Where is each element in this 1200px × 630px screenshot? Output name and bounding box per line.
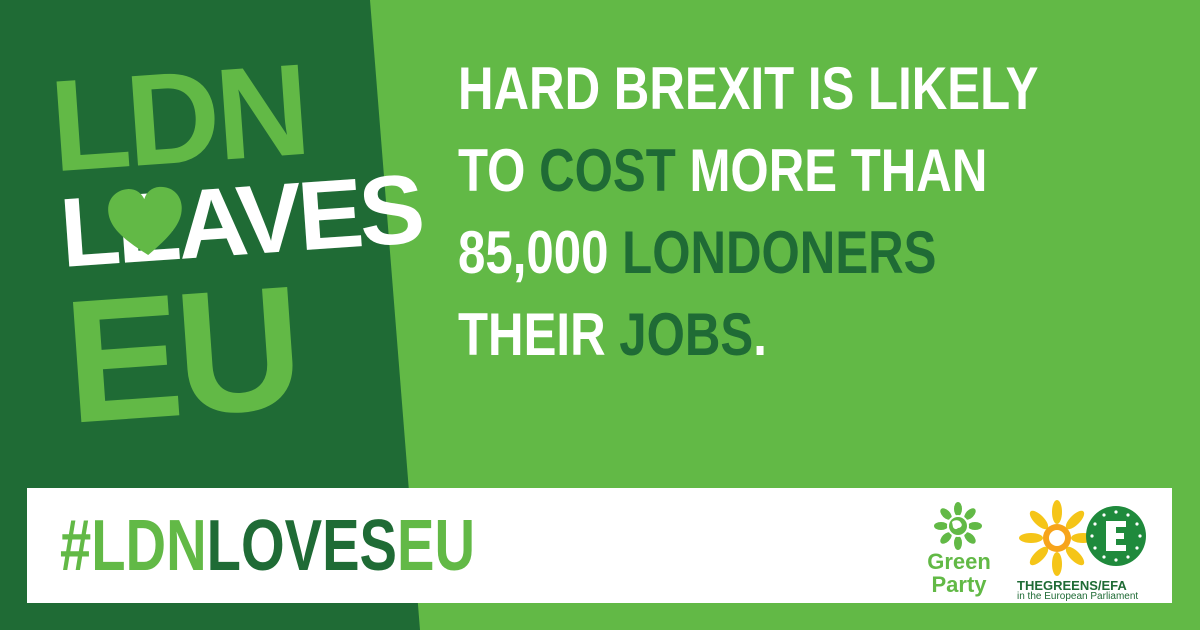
greens-efa-name: THEGREENS/EFA: [1017, 578, 1127, 593]
greens-efa-subtitle: in the European Parliament: [1017, 591, 1139, 602]
headline-line-1: HARD BREXIT IS LIKELY: [458, 48, 1038, 130]
greens-efa-logo: THEGREENS/EFA in the European Parliament: [1012, 498, 1167, 602]
heart-icon: [108, 186, 182, 256]
sunflower-stars-icon: [1019, 500, 1146, 576]
green-party-line-2: Party: [931, 572, 987, 597]
headline-text: TO: [458, 137, 540, 204]
headline-highlight-cost: COST: [539, 137, 676, 204]
hashtag: #LDNLOVESEU: [60, 506, 475, 586]
globe-flower-icon: [934, 502, 982, 550]
ldn-loves-eu-logo: LDN LEAVES EU: [26, 28, 424, 472]
headline-line-4: THEIR JOBS.: [458, 294, 1032, 376]
headline-highlight-jobs: JOBS: [619, 301, 754, 368]
footer-bar: #LDNLOVESEU Green Party: [27, 488, 1172, 603]
headline-text: HARD BREXIT IS LIKELY: [458, 55, 1039, 122]
headline-text: .: [753, 301, 767, 368]
headline-text: THEIR: [458, 301, 620, 368]
headline-line-2: TO COST MORE THAN: [458, 130, 1032, 212]
logo-eu-text: EU: [58, 250, 303, 461]
green-party-logo: Green Party: [914, 502, 1004, 598]
hashtag-part-loves: LOVES: [206, 506, 398, 586]
headline: HARD BREXIT IS LIKELY TO COST MORE THAN …: [458, 48, 1038, 376]
hashtag-part-eu: EU: [397, 506, 476, 586]
green-party-line-1: Green: [927, 549, 991, 574]
headline-line-3: 85,000 LONDONERS: [458, 212, 1032, 294]
hashtag-part-ldn: #LDN: [60, 506, 207, 586]
headline-text: 85,000: [458, 219, 623, 286]
headline-text: MORE THAN: [675, 137, 988, 204]
headline-highlight-londoners: LONDONERS: [622, 219, 937, 286]
